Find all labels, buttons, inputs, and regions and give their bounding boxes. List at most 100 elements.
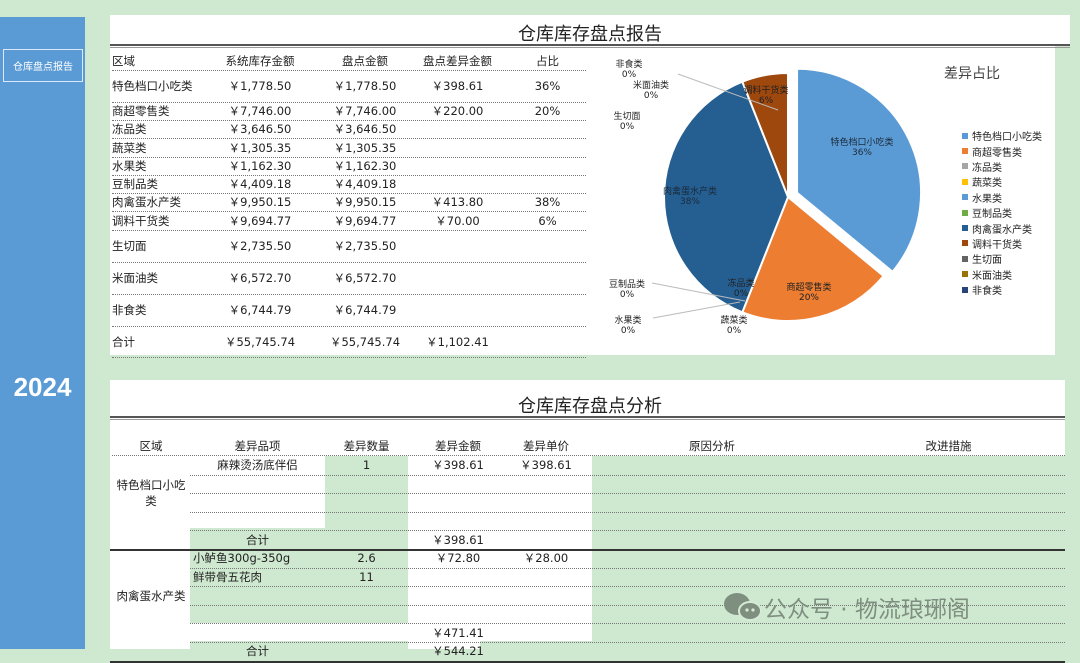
legend-label: 特色档口小吃类: [972, 132, 1042, 144]
table-cell[interactable]: 麻辣烫汤底伴侣: [217, 458, 298, 473]
table-cell[interactable]: [190, 512, 325, 531]
area-cell: 肉禽蛋水产类: [116, 588, 186, 603]
legend-label: 水果类: [972, 193, 1002, 205]
table-cell: ￥1,305.35: [228, 141, 292, 155]
pie-slice: [663, 80, 790, 314]
table-cell: ￥70.00: [435, 213, 480, 228]
data-label: 豆制品类 0%: [587, 280, 667, 300]
column-header: 差异单价: [523, 439, 569, 453]
table-cell: [410, 175, 505, 193]
legend-label: 蔬菜类: [972, 178, 1002, 190]
data-label-value: 0%: [733, 289, 749, 299]
row-divider: [190, 511, 1065, 513]
legend-label: 冻品类: [972, 162, 1002, 174]
row-divider: [112, 193, 586, 194]
table-cell[interactable]: [190, 475, 325, 494]
data-label-category: 生切面: [613, 112, 641, 122]
legend-swatch: [962, 240, 968, 247]
report-panel-top: [950, 15, 1070, 45]
table-cell[interactable]: [325, 586, 408, 605]
data-label-value: 20%: [798, 293, 819, 303]
table-cell: 36%: [534, 79, 561, 93]
table-cell: ￥1,778.50: [228, 79, 292, 93]
table-cell[interactable]: [190, 493, 325, 512]
table-cell: ￥3,646.50: [333, 122, 397, 136]
table-cell: 蔬菜类: [112, 141, 147, 155]
table-cell: ￥398.61: [520, 458, 572, 473]
column-header: 盘点金额: [342, 53, 388, 68]
legend-swatch: [962, 178, 968, 185]
table-cell: 非食类: [112, 303, 147, 317]
table-cell[interactable]: [325, 605, 408, 624]
legend-item: 蔬菜类: [962, 174, 1042, 189]
table-cell: 肉禽蛋水产类: [112, 195, 181, 209]
legend-item: 调料干货类: [962, 236, 1042, 251]
table-cell: [500, 605, 592, 624]
warehouse-report-button[interactable]: 仓库盘点报告: [3, 49, 83, 82]
table-cell: [410, 157, 505, 175]
data-label-category: 水果类: [614, 316, 642, 326]
table-cell: ￥1,778.50: [333, 79, 397, 93]
table-cell: [500, 512, 592, 531]
table-cell[interactable]: 11: [359, 569, 374, 584]
table-cell[interactable]: 鲜带骨五花肉: [193, 569, 262, 584]
row-divider: [112, 211, 586, 212]
leader-line: [652, 301, 741, 319]
input-cell-fill: [592, 456, 1065, 547]
data-label: 肉禽蛋水产类 38%: [650, 187, 730, 207]
legend-swatch: [962, 209, 968, 216]
table-cell: [408, 493, 508, 512]
column-header: 系统库存金额: [225, 53, 295, 68]
data-label: 商超零售类 20%: [769, 283, 849, 303]
data-label-category: 豆制品类: [608, 280, 645, 290]
table-cell[interactable]: 小鲈鱼300g-350g: [193, 551, 291, 566]
column-header: 区域: [112, 53, 135, 68]
analysis-title: 仓库库存盘点分析: [518, 396, 662, 417]
table-cell: ￥1,162.30: [228, 159, 292, 173]
leader-line: [651, 282, 746, 302]
table-cell[interactable]: [193, 623, 328, 642]
table-cell: [510, 326, 585, 357]
table-cell: ￥398.61: [431, 79, 484, 93]
table-cell: ￥9,694.77: [228, 213, 292, 228]
table-cell: ￥6,572.70: [333, 271, 397, 285]
column-header: 改进措施: [925, 439, 972, 453]
leader-line: [677, 73, 779, 111]
table-cell[interactable]: [325, 623, 408, 642]
row-divider: [190, 567, 1065, 569]
table-cell[interactable]: [325, 493, 408, 512]
table-cell: ￥55,745.74: [224, 334, 296, 349]
input-cell-fill: [190, 528, 408, 547]
report-title: 仓库库存盘点报告: [518, 24, 662, 45]
table-cell[interactable]: 2.6: [357, 551, 376, 566]
table-cell: 生切面: [112, 239, 147, 253]
table-cell: [510, 230, 585, 262]
legend-item: 肉禽蛋水产类: [962, 220, 1042, 236]
table-cell[interactable]: [325, 512, 408, 531]
table-cell: 特色档口小吃类: [112, 78, 193, 93]
table-cell: [408, 568, 508, 587]
table-cell[interactable]: 1: [362, 458, 371, 473]
row-divider: [190, 586, 1065, 588]
table-cell: [410, 120, 505, 138]
table-cell: [410, 294, 505, 326]
row-divider: [190, 642, 1065, 643]
table-cell: [500, 493, 592, 512]
legend-label: 米面油类: [972, 270, 1012, 282]
input-cell-fill: [480, 641, 592, 649]
table-cell: ￥1,102.41: [426, 334, 489, 349]
legend-item: 商超零售类: [962, 143, 1042, 159]
legend-label: 生切面: [972, 255, 1002, 267]
legend-item: 冻品类: [962, 159, 1042, 174]
group-total-label: 合计: [246, 644, 269, 659]
table-cell[interactable]: [193, 586, 328, 605]
data-label-category: 冻品类: [727, 279, 755, 289]
table-cell: ￥72.80: [435, 551, 481, 566]
table-cell: ￥471.41: [432, 625, 484, 640]
legend-swatch: [962, 255, 968, 262]
table-cell[interactable]: [325, 475, 408, 494]
table-cell[interactable]: [193, 605, 328, 624]
legend-label: 调料干货类: [972, 239, 1022, 251]
table-cell: [500, 475, 592, 494]
group-divider: [110, 549, 1065, 551]
